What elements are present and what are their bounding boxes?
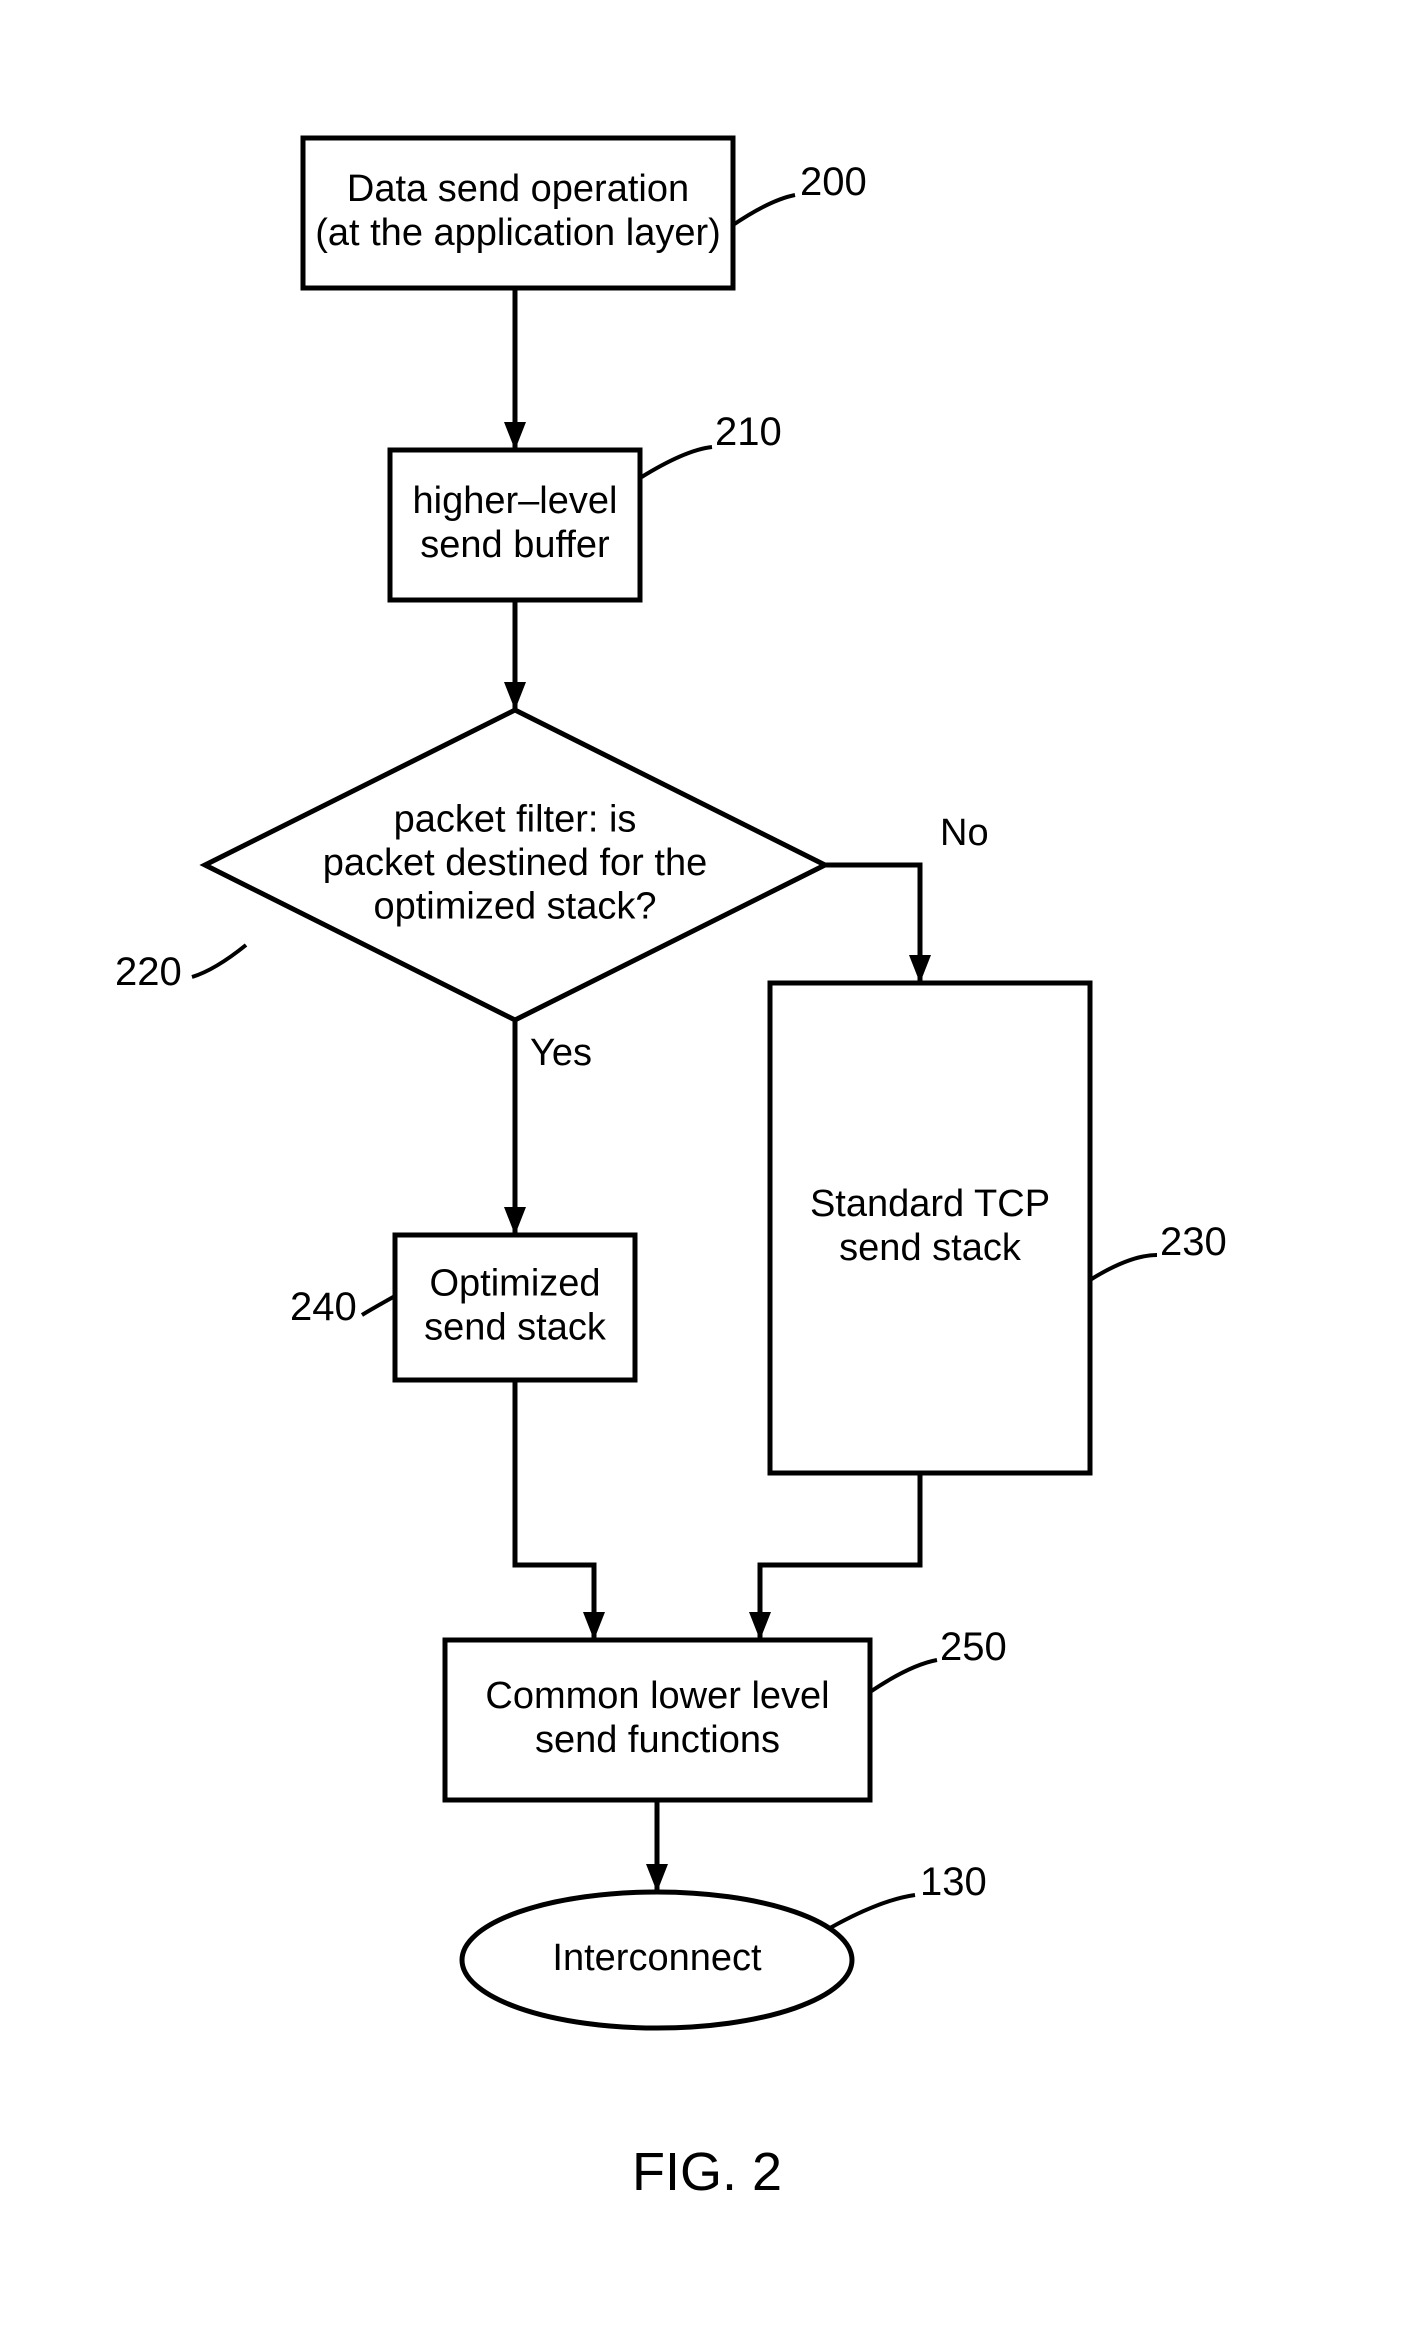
edge-label-3: No: [940, 812, 989, 854]
node-250-line1: send functions: [535, 1719, 780, 1761]
node-230-line0: Standard TCP: [810, 1183, 1050, 1225]
ref-200: 200: [800, 160, 867, 204]
leader-210: [640, 447, 712, 478]
node-220-line1: packet destined for the: [323, 842, 707, 884]
node-210-line0: higher–level: [413, 480, 618, 522]
node-220-line2: optimized stack?: [373, 886, 656, 928]
leader-200: [733, 195, 795, 225]
ref-210: 210: [715, 410, 782, 454]
edge-n230-n250: [760, 1473, 920, 1640]
node-200: Data send operation(at the application l…: [303, 138, 867, 288]
leader-130: [830, 1895, 915, 1928]
node-220-line0: packet filter: is: [394, 798, 637, 840]
edge-label-2: Yes: [530, 1032, 592, 1074]
node-240-line0: Optimized: [429, 1263, 600, 1305]
edge-n220-n230: [825, 865, 920, 983]
ref-230: 230: [1160, 1220, 1227, 1264]
node-200-line0: Data send operation: [347, 168, 689, 210]
node-250-line0: Common lower level: [485, 1675, 829, 1717]
leader-230: [1090, 1255, 1157, 1280]
node-130: Interconnect 130: [462, 1860, 987, 2028]
node-240-line1: send stack: [424, 1306, 607, 1348]
ref-220: 220: [115, 950, 182, 994]
ref-130: 130: [920, 1860, 987, 1904]
edge-n240-n250: [515, 1380, 594, 1640]
node-240: Optimizedsend stack 240: [290, 1235, 635, 1380]
ref-240: 240: [290, 1285, 357, 1329]
figure-label: FIG. 2: [632, 2142, 782, 2202]
leader-250: [870, 1660, 937, 1692]
node-230-line1: send stack: [839, 1227, 1022, 1269]
leader-220: [192, 945, 246, 977]
ref-250: 250: [940, 1625, 1007, 1669]
node-200-line1: (at the application layer): [315, 212, 721, 254]
node-130-line0: Interconnect: [552, 1937, 762, 1979]
leader-240: [362, 1296, 395, 1315]
node-230: Standard TCPsend stack 230: [770, 983, 1227, 1473]
node-210-line1: send buffer: [420, 524, 610, 566]
node-210: higher–levelsend buffer 210: [390, 410, 782, 600]
node-250: Common lower levelsend functions 250: [445, 1625, 1007, 1800]
node-220: packet filter: ispacket destined for the…: [115, 710, 825, 1020]
